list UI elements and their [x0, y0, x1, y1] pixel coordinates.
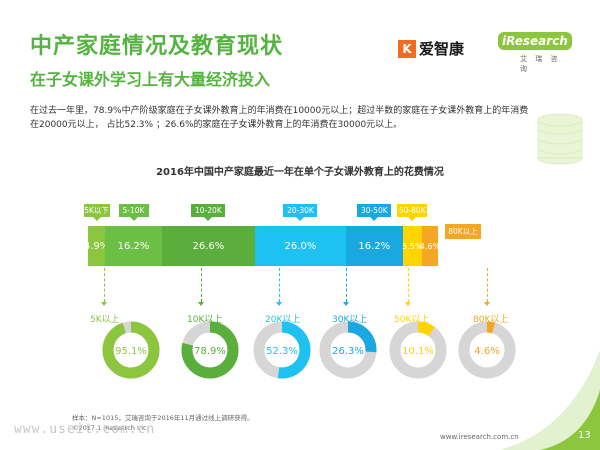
- iresearch-logo: iResearch 艾 瑞 咨 询: [498, 30, 572, 73]
- category-label-6: 80K以上: [445, 224, 481, 239]
- bar-segment-2: 26.6%: [161, 226, 255, 266]
- aizhikang-logo-mark: K: [398, 39, 416, 58]
- category-label-1: 5-10K: [118, 204, 149, 221]
- donut-fill-1: [181, 321, 239, 379]
- aizhikang-logo-text: 爱智康: [419, 40, 465, 58]
- donut-label-0: 5K以上: [90, 315, 120, 325]
- bar-segment-6: 4.6%: [420, 226, 440, 266]
- category-label-2: 10-20K: [191, 204, 226, 221]
- page-title: 中产家庭情况及教育现状: [30, 34, 284, 59]
- donut-label-2: 20K以上: [265, 315, 301, 325]
- donut-5: 4.6%: [458, 321, 516, 379]
- chart-title: 2016年中国中产家庭最近一年在单个子女课外教育上的花费情况: [156, 167, 444, 178]
- donut-0: 95.1%: [102, 321, 160, 379]
- donut-value-0: 95.1%: [115, 346, 147, 357]
- donut-fill-0: [102, 321, 160, 379]
- donut-3: 26.3%: [319, 321, 377, 379]
- donut-fill-5: [458, 321, 516, 379]
- donut-value-5: 4.6%: [474, 346, 499, 357]
- connector-line-5: [484, 268, 490, 306]
- bar-segment-0: 4.9%: [84, 226, 109, 266]
- donut-value-2: 52.3%: [266, 346, 298, 357]
- bar-segment-4: 16.2%: [345, 226, 403, 266]
- coin-stack-decoration: [537, 113, 583, 165]
- donut-label-3: 30K以上: [332, 315, 368, 325]
- donut-2: 52.3%: [253, 321, 311, 379]
- category-label-5: 50-80K: [397, 204, 428, 221]
- category-label-0: 5K以下: [83, 204, 110, 221]
- category-label-4: 30-50K: [357, 204, 392, 221]
- footnote-sample: 样本：N=1015，艾瑞咨询于2016年11月通过线上调研获得。: [72, 414, 254, 422]
- connector-line-3: [343, 268, 349, 306]
- donut-label-1: 10K以上: [187, 315, 223, 325]
- logos: K 爱智康 iResearch 艾 瑞 咨 询: [398, 30, 572, 73]
- footnote: 样本：N=1015，艾瑞咨询于2016年11月通过线上调研获得。 ©2017.1…: [72, 413, 254, 433]
- donut-value-3: 26.3%: [332, 346, 364, 357]
- donut-fill-2: [253, 321, 311, 379]
- bar-segment-3: 26.0%: [254, 226, 346, 266]
- footnote-copyright: ©2017.1 iResearch Inc.: [72, 424, 149, 432]
- page-subtitle: 在子女课外学习上有大量经济投入: [30, 70, 271, 89]
- website: www.iresearch.com.cn: [440, 433, 519, 441]
- description: 在过去一年里，78.9%中产阶级家庭在子女课外教育上的年消费在10000元以上；…: [30, 104, 570, 132]
- connector-line-4: [405, 268, 411, 306]
- donut-fill-4: [389, 321, 447, 379]
- donut-value-1: 78.9%: [194, 346, 226, 357]
- donut-label-5: 80K以上: [473, 315, 509, 325]
- donut-4: 10.1%: [389, 321, 447, 379]
- donut-1: 78.9%: [181, 321, 239, 379]
- description-line-2: 在20000元以上， 占比52.3% ；26.6%的家庭在子女课外教育上的年消费…: [30, 120, 403, 130]
- bottom-right-decoration: [500, 350, 600, 450]
- connector-line-1: [198, 268, 204, 306]
- watermark: www.useit.com.cn: [14, 422, 156, 437]
- iresearch-logo-subtext: 艾 瑞 咨 询: [520, 55, 561, 73]
- bar-segment-5: 5.5%: [402, 226, 422, 266]
- donut-fill-3: [319, 321, 377, 379]
- connector-line-2: [276, 268, 282, 306]
- page-number: 13: [578, 430, 591, 441]
- category-label-3: 20-30K: [283, 204, 318, 221]
- bar-segment-1: 16.2%: [105, 226, 162, 266]
- connector-line-0: [101, 268, 107, 306]
- description-line-1: 在过去一年里，78.9%中产阶级家庭在子女课外教育上的年消费在10000元以上；…: [30, 106, 529, 116]
- aizhikang-logo: K 爱智康: [398, 38, 464, 59]
- donut-value-4: 10.1%: [402, 346, 434, 357]
- donut-label-4: 50K以上: [394, 315, 430, 325]
- iresearch-logo-text: iResearch: [498, 32, 572, 50]
